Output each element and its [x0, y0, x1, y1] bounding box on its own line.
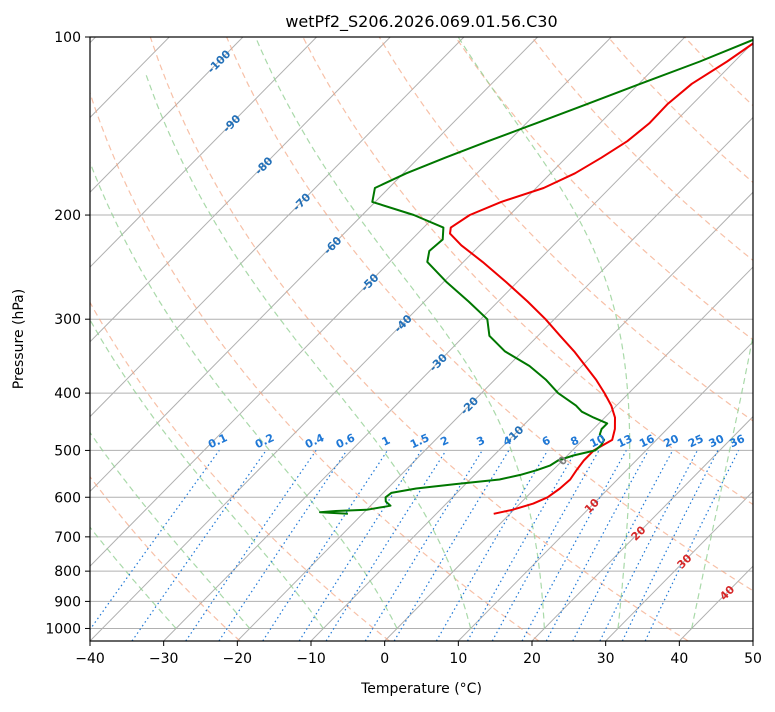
y-tick-label: 100	[54, 30, 81, 46]
x-tick-label: 40	[670, 651, 688, 667]
y-tick-label: 300	[54, 312, 81, 328]
x-tick-label: 0	[380, 651, 389, 667]
x-tick-label: 10	[449, 651, 467, 667]
x-tick-label: −20	[223, 651, 253, 667]
y-tick-label: 500	[54, 443, 81, 459]
y-tick-label: 700	[54, 530, 81, 546]
x-tick-label: 20	[523, 651, 541, 667]
x-tick-label: −30	[149, 651, 179, 667]
y-tick-label: 900	[54, 594, 81, 610]
y-tick-label: 400	[54, 386, 81, 402]
x-tick-label: −10	[296, 651, 326, 667]
x-tick-label: −40	[75, 651, 105, 667]
y-tick-label: 1000	[45, 621, 81, 637]
y-axis-label: Pressure (hPa)	[11, 289, 27, 389]
y-tick-label: 600	[54, 490, 81, 506]
x-tick-label: 50	[744, 651, 762, 667]
y-tick-label: 800	[54, 564, 81, 580]
x-tick-label: 30	[597, 651, 615, 667]
y-tick-label: 200	[54, 208, 81, 224]
chart-title: wetPf2_S206.2026.069.01.56.C30	[285, 12, 557, 32]
x-axis-label: Temperature (°C)	[360, 681, 482, 697]
